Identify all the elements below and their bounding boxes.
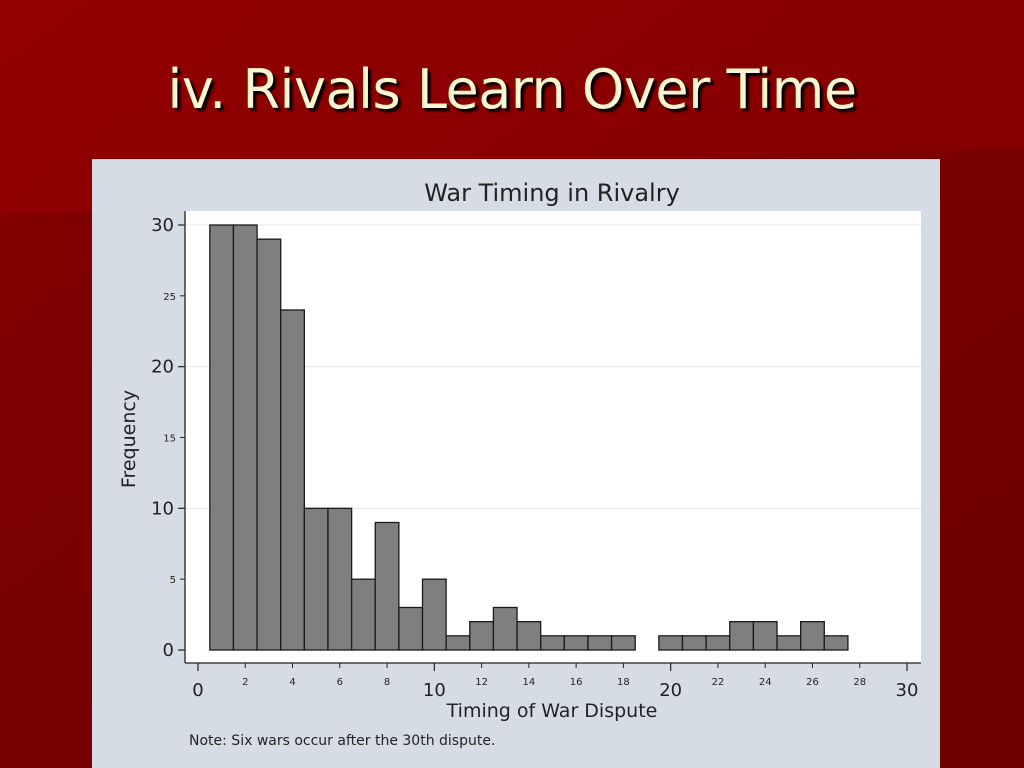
bar <box>398 606 424 651</box>
bar <box>327 507 353 651</box>
x-tick-label: 16 <box>570 677 583 688</box>
bar <box>469 621 495 651</box>
bar <box>681 635 707 651</box>
x-tick-label: 14 <box>522 677 535 688</box>
x-tick-label: 6 <box>337 677 343 688</box>
x-tick-label: 12 <box>475 677 488 688</box>
y-tick-label: 30 <box>151 215 174 236</box>
bar <box>729 621 755 651</box>
x-tick-label: 4 <box>289 677 295 688</box>
x-tick-label: 18 <box>617 677 630 688</box>
chart-note: Note: Six wars occur after the 30th disp… <box>189 733 495 749</box>
bar <box>658 635 684 651</box>
bar <box>209 224 235 651</box>
x-tick-label: 26 <box>806 677 819 688</box>
bar <box>303 507 329 651</box>
bar <box>540 635 565 651</box>
bar <box>563 635 589 651</box>
y-tick-label: 10 <box>151 498 174 519</box>
x-tick-label: 28 <box>853 677 866 688</box>
bar <box>610 635 636 651</box>
bar <box>516 621 542 651</box>
slide-title: iv. Rivals Learn Over Time <box>167 58 857 121</box>
x-tick-label: 24 <box>759 677 772 688</box>
bar <box>800 621 825 651</box>
x-tick-label: 2 <box>242 677 248 688</box>
bar <box>350 578 376 651</box>
bar <box>232 224 258 651</box>
x-axis-label: Timing of War Dispute <box>446 700 658 722</box>
bar <box>492 606 518 651</box>
y-tick-label: 20 <box>151 357 174 378</box>
bar <box>776 635 802 651</box>
bar <box>823 635 849 651</box>
x-tick-label: 0 <box>192 680 203 701</box>
y-tick-label: 0 <box>163 640 174 661</box>
bar <box>421 578 447 651</box>
bar <box>705 635 731 651</box>
bar <box>280 309 305 651</box>
bar <box>752 621 778 651</box>
y-tick-label: 25 <box>163 292 176 303</box>
bar <box>445 635 471 651</box>
y-tick-label: 15 <box>163 434 176 445</box>
x-tick-label: 20 <box>659 680 682 701</box>
chart-title: War Timing in Rivalry <box>424 179 680 207</box>
bar <box>256 238 282 651</box>
bar <box>587 635 613 651</box>
x-tick-label: 10 <box>423 680 446 701</box>
x-tick-label: 22 <box>712 677 725 688</box>
y-axis-label: Frequency <box>118 390 140 488</box>
bars <box>209 224 849 651</box>
bar <box>374 521 400 651</box>
x-tick-label: 30 <box>896 680 919 701</box>
x-tick-label: 8 <box>384 677 390 688</box>
histogram-chart: War Timing in Rivalry 0 10 20 30 5 15 25 0 10 20 3… <box>92 159 940 768</box>
y-tick-label: 5 <box>170 575 176 586</box>
